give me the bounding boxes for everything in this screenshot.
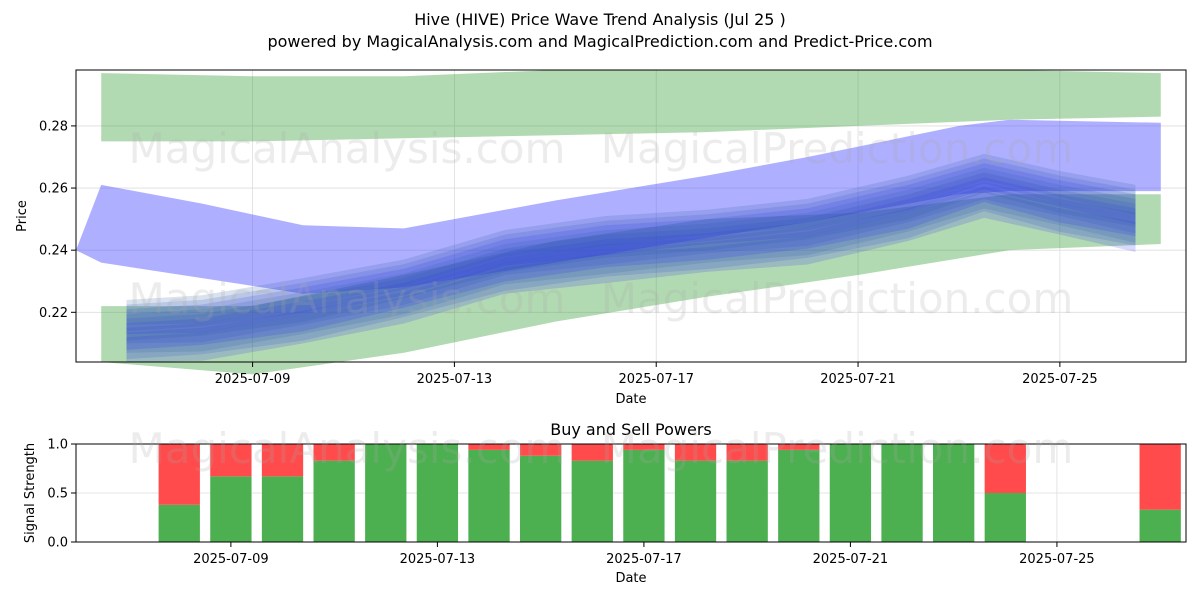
sell-bar	[726, 444, 768, 461]
signal-x-tick-label: 2025-07-17	[606, 552, 682, 567]
signal-x-label: Date	[615, 571, 646, 586]
price-x-ticks: 2025-07-09 2025-07-13 2025-07-17 2025-07-21…	[215, 362, 1098, 387]
upper-green-band	[101, 70, 1161, 142]
price-bands	[76, 70, 1161, 375]
sell-bar	[313, 444, 355, 461]
price-plot-frame	[75, 69, 1187, 363]
buy-bar	[365, 444, 407, 542]
signal-y-tick-label: 0.0	[47, 536, 68, 551]
signal-y-tick-label: 0.5	[47, 487, 68, 502]
sell-bar	[623, 444, 665, 450]
buy-bar	[416, 444, 459, 542]
buy-bar	[158, 504, 200, 542]
watermark-text: MagicalPrediction.com	[601, 424, 1074, 473]
buy-bar	[778, 449, 820, 542]
price-x-label: Date	[615, 392, 646, 407]
forecast-path	[126, 158, 1136, 332]
watermark-layer: MagicalAnalysis.com MagicalPrediction.com…	[129, 124, 1074, 473]
price-x-tick-label: 2025-07-25	[1022, 372, 1098, 387]
forecast-path	[126, 172, 1136, 344]
watermark-text: MagicalPrediction.com	[601, 124, 1074, 173]
buy-bar	[726, 460, 768, 542]
sell-bar	[468, 444, 510, 450]
signal-bars	[158, 444, 1181, 542]
price-x-tick-label: 2025-07-13	[417, 372, 493, 387]
lower-green-band	[101, 194, 1161, 375]
price-x-tick-label: 2025-07-17	[618, 372, 694, 387]
sell-bar	[674, 444, 717, 461]
forecast-path	[126, 186, 1136, 360]
buy-bar	[468, 449, 510, 542]
price-y-ticks: 0.22 0.24 0.26 0.28	[39, 119, 76, 321]
signal-x-tick-label: 2025-07-25	[1019, 552, 1095, 567]
buy-bar	[881, 444, 923, 542]
price-plot: 2025-07-09 2025-07-13 2025-07-17 2025-07-21…	[15, 69, 1187, 407]
signal-plot: Buy and Sell Powers 2025-07-09 2025-07-13…	[23, 420, 1187, 586]
buy-bar	[829, 444, 872, 542]
watermark-text: MagicalPrediction.com	[601, 274, 1074, 323]
sell-bar	[210, 444, 252, 477]
buy-bar	[623, 449, 665, 542]
signal-y-tick-label: 1.0	[47, 438, 68, 453]
price-y-label: Price	[15, 200, 30, 232]
buy-bar	[1139, 509, 1181, 542]
watermark-text: MagicalAnalysis.com	[129, 274, 566, 323]
buy-bar	[520, 455, 562, 542]
watermark-text: MagicalAnalysis.com	[129, 424, 566, 473]
sell-bar	[520, 444, 562, 456]
buy-bar	[313, 460, 355, 542]
sell-bar	[571, 444, 613, 461]
forecast-path	[126, 181, 1136, 353]
sell-bar	[1139, 444, 1181, 510]
signal-y-ticks: 0.0 0.5 1.0	[47, 438, 76, 551]
sell-bar	[778, 444, 820, 450]
price-grid	[76, 70, 1186, 362]
signal-x-tick-label: 2025-07-13	[400, 552, 476, 567]
price-x-tick-label: 2025-07-21	[820, 372, 896, 387]
signal-x-ticks: 2025-07-09 2025-07-13 2025-07-17 2025-07-21…	[193, 542, 1095, 567]
price-x-tick-label: 2025-07-09	[215, 372, 291, 387]
forecast-path	[126, 177, 1136, 350]
signal-x-tick-label: 2025-07-21	[813, 552, 889, 567]
blue-trend-band	[76, 119, 1161, 294]
forecast-path	[126, 153, 1136, 325]
price-y-tick-label: 0.22	[39, 306, 68, 321]
forecast-paths	[126, 153, 1136, 362]
sell-bar	[261, 444, 304, 477]
buy-bar	[674, 460, 717, 542]
watermark-text: MagicalAnalysis.com	[129, 124, 566, 173]
buy-bar	[933, 444, 975, 542]
price-plot-background	[76, 70, 1186, 362]
buy-bar	[210, 476, 252, 542]
signal-x-tick-label: 2025-07-09	[193, 552, 269, 567]
buy-bar	[261, 476, 304, 542]
sell-bar	[158, 444, 200, 505]
chart-subtitle: powered by MagicalAnalysis.com and Magic…	[267, 32, 932, 51]
chart-title: Hive (HIVE) Price Wave Trend Analysis (J…	[414, 10, 786, 29]
signal-title: Buy and Sell Powers	[550, 420, 712, 439]
forecast-path	[126, 191, 1136, 362]
price-y-tick-label: 0.28	[39, 119, 68, 134]
signal-y-label: Signal Strength	[23, 443, 38, 543]
forecast-path	[126, 163, 1136, 334]
buy-bar	[984, 493, 1026, 542]
sell-bar	[984, 444, 1026, 493]
price-y-tick-label: 0.26	[39, 182, 68, 197]
price-y-tick-label: 0.24	[39, 244, 68, 259]
buy-bar	[571, 460, 613, 542]
forecast-path	[126, 167, 1136, 341]
